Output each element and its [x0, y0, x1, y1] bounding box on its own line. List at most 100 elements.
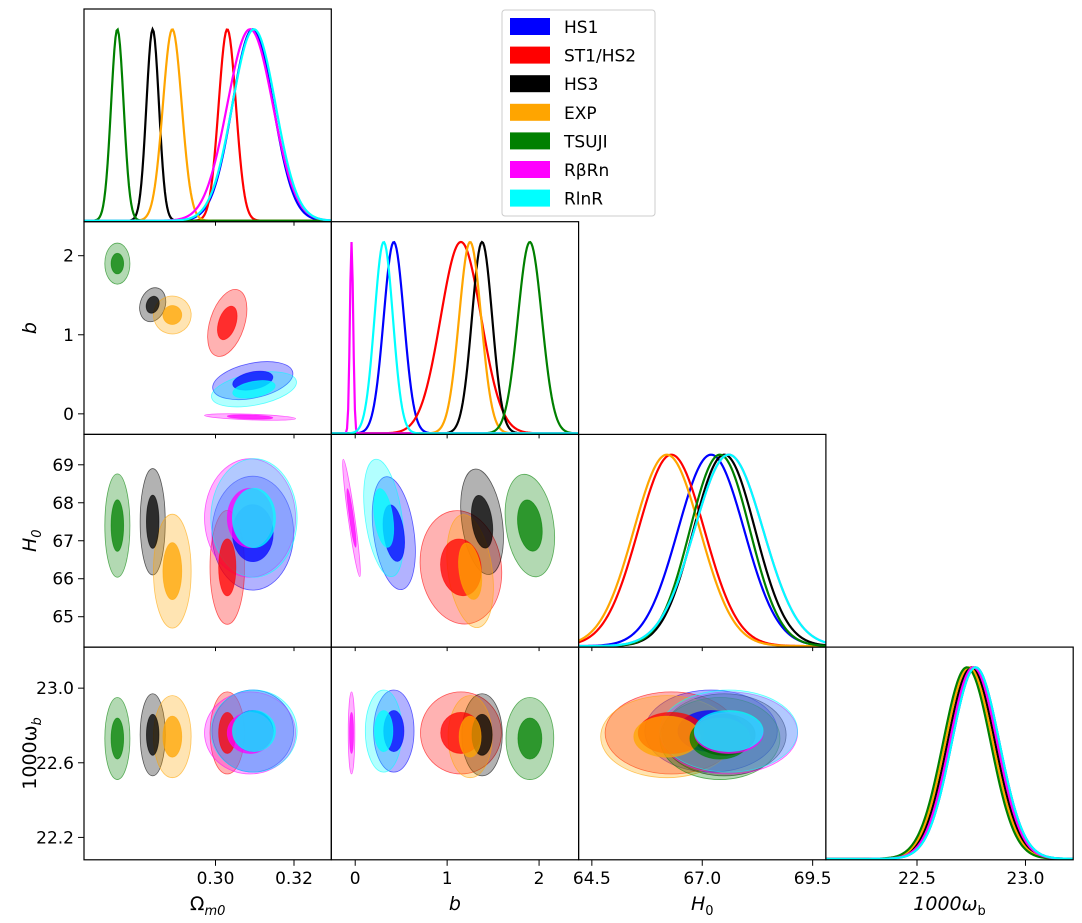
- legend-label: TSUJI: [563, 132, 608, 152]
- curve-tsuji: [578, 453, 826, 648]
- marginal-wb: [825, 666, 1074, 860]
- marginal-H0: [578, 453, 826, 648]
- contour-68-exp: [162, 542, 183, 601]
- x-tick-label: 2: [534, 869, 545, 889]
- curve-hs1: [578, 453, 826, 648]
- x-tick-label: 64.5: [573, 869, 611, 889]
- x-tick-label: 23.0: [1007, 869, 1045, 889]
- x-axis-label: H0: [691, 893, 714, 919]
- curve-r-rn: [825, 666, 1074, 860]
- curve-rlnr: [578, 453, 826, 648]
- contour-68-exp: [162, 305, 183, 325]
- y-tick-label: 22.6: [36, 754, 74, 774]
- marginal-b: [331, 240, 579, 435]
- panel-wb-vs-b: [347, 689, 555, 780]
- curve-tsuji: [84, 27, 332, 222]
- y-axis-label: 1000ωb: [19, 717, 45, 790]
- curve-rlnr: [825, 666, 1074, 860]
- contour-68-tsuji: [110, 499, 125, 552]
- panel-wb-vs-om: [104, 689, 298, 780]
- legend-swatch: [510, 18, 550, 35]
- y-tick-label: 22.2: [36, 828, 74, 848]
- curve-rlnr: [331, 240, 579, 435]
- curve-hs1: [331, 240, 579, 435]
- panel-H0-vs-om: [104, 458, 298, 629]
- contour-68-hs3: [470, 494, 494, 549]
- y-tick-label: 66: [52, 570, 74, 590]
- legend-label: RlnR: [564, 190, 603, 210]
- contour-68-st1-hs2: [218, 538, 237, 597]
- y-tick-label: 2: [63, 247, 74, 267]
- legend-swatch: [510, 103, 550, 121]
- y-tick-label: 23.0: [36, 679, 74, 699]
- curve-tsuji: [825, 666, 1074, 860]
- contour-68-hs3: [146, 494, 160, 549]
- contour-68-rlnr: [693, 710, 764, 752]
- panel-frame: [825, 646, 1074, 861]
- x-tick-label: 67.0: [683, 869, 721, 889]
- legend-swatch: [510, 46, 550, 64]
- contour-68-exp: [458, 542, 483, 600]
- legend-swatch: [510, 75, 550, 93]
- legend-label: HS3: [564, 75, 598, 95]
- legend-label: HS1: [564, 18, 598, 38]
- contour-68-tsuji: [517, 717, 543, 760]
- contour-68-exp: [458, 715, 482, 758]
- contour-68-rlnr: [232, 380, 276, 399]
- contour-68-r-rn: [226, 414, 274, 420]
- curve-st1-hs2: [825, 666, 1074, 860]
- x-tick-label: 0.32: [275, 869, 313, 889]
- legend-label: RβRn: [564, 161, 609, 181]
- x-axis-label: b: [449, 893, 461, 915]
- legend-label: ST1/HS2: [564, 47, 636, 67]
- curve-rlnr: [84, 28, 332, 222]
- contour-68-st1-hs2: [217, 305, 238, 341]
- contour-68-tsuji: [110, 252, 125, 275]
- contour-68-rlnr: [231, 710, 276, 752]
- legend-label: EXP: [564, 104, 597, 124]
- contour-68-rlnr: [231, 487, 276, 548]
- contour-68-r-rn: [349, 712, 354, 754]
- y-tick-label: 1: [63, 326, 74, 346]
- x-axis-label: Ωm0: [190, 893, 225, 919]
- curve-exp: [578, 453, 826, 648]
- curve-hs3: [825, 666, 1074, 860]
- y-tick-label: 65: [52, 608, 74, 628]
- panel-H0-vs-b: [342, 458, 556, 629]
- legend-swatch: [510, 189, 550, 207]
- contour-68-tsuji: [110, 717, 125, 760]
- x-axis-label: 1000ωb: [913, 893, 986, 919]
- contour-68-hs3: [146, 713, 160, 756]
- contour-68-rlnr: [373, 488, 395, 548]
- legend-swatch: [510, 132, 550, 150]
- contour-68-exp: [162, 715, 183, 758]
- y-tick-label: 69: [52, 456, 74, 476]
- x-tick-label: 0.30: [197, 869, 235, 889]
- x-tick-label: 1: [442, 869, 453, 889]
- x-tick-label: 22.5: [898, 869, 936, 889]
- panel-b-vs-om: [104, 242, 297, 421]
- panel-wb-vs-H0: [600, 689, 799, 780]
- y-tick-label: 68: [52, 494, 74, 514]
- y-tick-label: 67: [52, 532, 74, 552]
- panel-frame: [330, 221, 580, 435]
- curve-exp: [825, 666, 1074, 860]
- curve-hs3: [331, 240, 579, 435]
- y-tick-label: 0: [63, 405, 74, 425]
- x-tick-label: 69.5: [794, 869, 832, 889]
- contour-68-tsuji: [517, 499, 543, 552]
- curve-st1-hs2: [331, 240, 579, 435]
- legend: HS1 ST1/HS2 HS3 EXP TSUJI RβRn RlnR: [501, 9, 656, 217]
- y-axis-label: H0: [19, 529, 45, 552]
- x-tick-label: 0: [350, 869, 361, 889]
- curve-exp: [331, 241, 579, 435]
- contour-68-r-rn: [346, 488, 357, 548]
- curve-hs1: [825, 666, 1074, 860]
- curve-tsuji: [331, 240, 579, 435]
- contour-68-hs3: [145, 295, 160, 314]
- curve-r-rn: [331, 241, 579, 435]
- y-axis-label: b: [19, 322, 41, 334]
- contour-68-rlnr: [374, 710, 394, 752]
- legend-swatch: [510, 161, 550, 178]
